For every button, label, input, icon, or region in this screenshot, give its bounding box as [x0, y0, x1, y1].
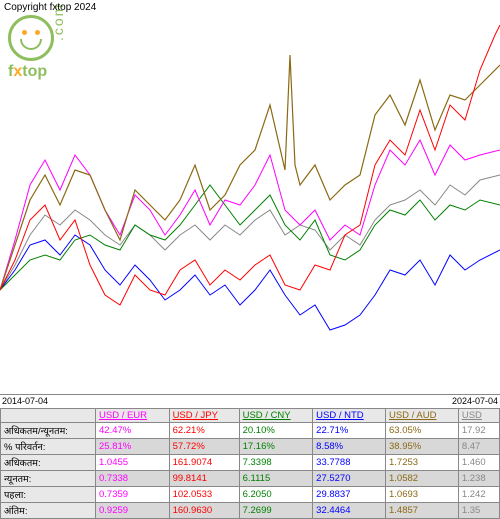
series-aud — [0, 55, 500, 290]
table-cell: 22.71% — [313, 423, 386, 439]
series-header[interactable]: USD — [458, 409, 499, 423]
table-cell: 17.92 — [458, 423, 499, 439]
logo-face-icon — [8, 15, 54, 61]
table-cell: 160.9630 — [169, 503, 239, 519]
table-cell: 7.3398 — [239, 455, 313, 471]
table-cell: 1.238 — [458, 471, 499, 487]
table-cell: 62.21% — [169, 423, 239, 439]
table-cell: 1.4857 — [385, 503, 458, 519]
table-cell: 32.4464 — [313, 503, 386, 519]
table-cell: 25.81% — [96, 439, 170, 455]
series-header[interactable]: USD / EUR — [96, 409, 170, 423]
series-header[interactable]: USD / AUD — [385, 409, 458, 423]
logo-brand-text: fxtop — [8, 63, 54, 81]
series-jpy — [0, 25, 500, 305]
series-header[interactable]: USD / JPY — [169, 409, 239, 423]
table-cell: 1.0693 — [385, 487, 458, 503]
table-cell: 0.9259 — [96, 503, 170, 519]
table-cell: 29.8837 — [313, 487, 386, 503]
table-cell: 6.2050 — [239, 487, 313, 503]
table-cell: 38.95% — [385, 439, 458, 455]
copyright-text: Copyright fxtop 2024 — [4, 2, 96, 13]
table-cell: 1.460 — [458, 455, 499, 471]
table-cell: 161.9074 — [169, 455, 239, 471]
series-ntd — [0, 235, 500, 330]
date-end: 2024-07-04 — [452, 396, 498, 406]
table-cell: 42.47% — [96, 423, 170, 439]
stats-table: USD / EURUSD / JPYUSD / CNYUSD / NTDUSD … — [0, 408, 500, 519]
table-cell: 102.0533 — [169, 487, 239, 503]
series-header[interactable]: USD / NTD — [313, 409, 386, 423]
row-label: अधिकतम: — [1, 455, 96, 471]
table-cell: 0.7359 — [96, 487, 170, 503]
row-label: न्यूनतम: — [1, 471, 96, 487]
table-corner — [1, 409, 96, 423]
row-label: % परिवर्तन: — [1, 439, 96, 455]
date-start: 2014-07-04 — [2, 396, 48, 406]
series-cny — [0, 185, 500, 290]
table-cell: 6.1115 — [239, 471, 313, 487]
table-cell: 33.7788 — [313, 455, 386, 471]
table-cell: 1.7253 — [385, 455, 458, 471]
table-cell: 99.8141 — [169, 471, 239, 487]
table-cell: 57.72% — [169, 439, 239, 455]
row-label: अंतिम: — [1, 503, 96, 519]
table-cell: 63.05% — [385, 423, 458, 439]
table-cell: 8.47 — [458, 439, 499, 455]
table-cell: 0.7338 — [96, 471, 170, 487]
row-label: पहला: — [1, 487, 96, 503]
chart-area — [0, 0, 500, 400]
row-label: अधिकतम/न्यूनतम: — [1, 423, 96, 439]
table-cell: 1.0455 — [96, 455, 170, 471]
fxtop-logo: fxtop .com — [8, 15, 54, 81]
table-cell: 8.58% — [313, 439, 386, 455]
table-cell: 1.0582 — [385, 471, 458, 487]
table-cell: 27.5270 — [313, 471, 386, 487]
table-cell: 7.2699 — [239, 503, 313, 519]
series-header[interactable]: USD / CNY — [239, 409, 313, 423]
table-cell: 1.35 — [458, 503, 499, 519]
table-cell: 1.242 — [458, 487, 499, 503]
table-cell: 17.16% — [239, 439, 313, 455]
table-cell: 20.10% — [239, 423, 313, 439]
chart-lines — [0, 10, 500, 395]
